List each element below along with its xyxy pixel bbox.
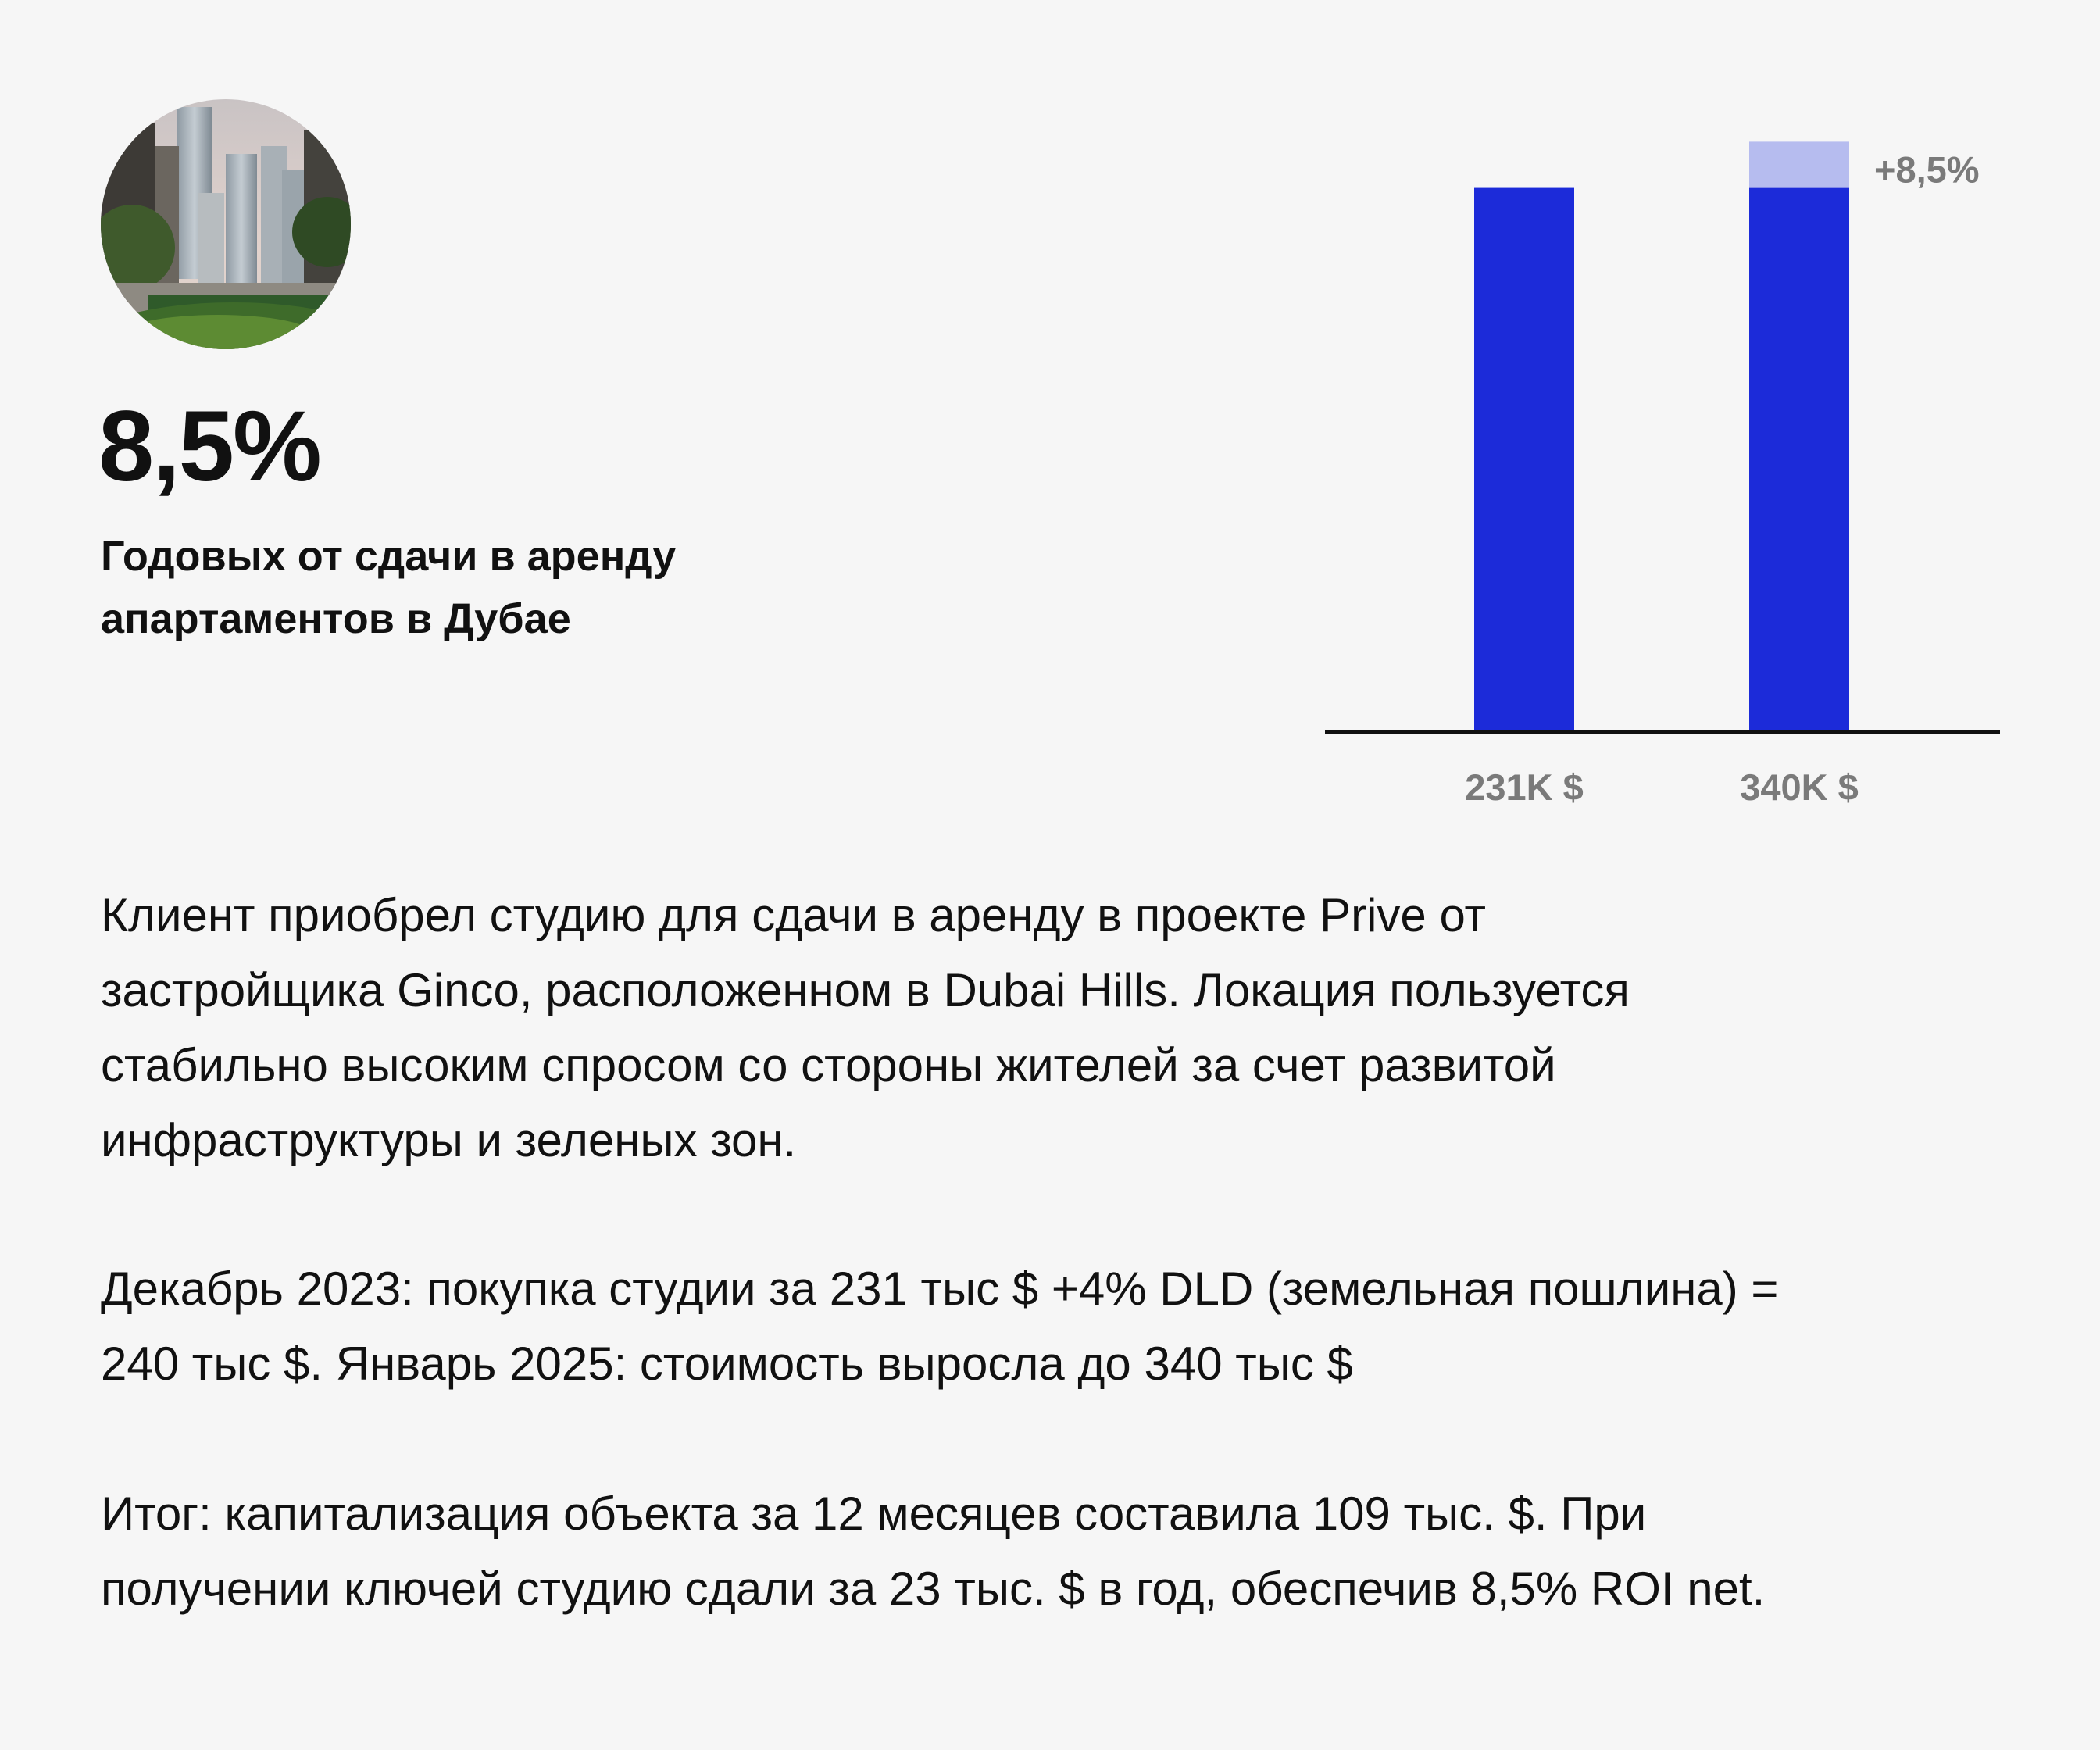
paragraph-summary: Итог: капитализация объекта за 12 месяце… bbox=[101, 1477, 2038, 1627]
bar-chart-svg: 231K $ +8,5% 340K $ bbox=[1325, 141, 2000, 808]
x-tick-label: 340K $ bbox=[1740, 766, 1859, 808]
paragraph-line: стабильно высоким спросом со стороны жит… bbox=[101, 1039, 1556, 1091]
headline-percent: 8,5% bbox=[98, 391, 322, 502]
headline-subtitle: Годовых от сдачи в аренду апартаментов в… bbox=[101, 525, 804, 650]
bar-1 bbox=[1474, 188, 1574, 733]
bar-2 bbox=[1749, 188, 1849, 733]
paragraph-line: застройщика Ginco, расположенном в Dubai… bbox=[101, 964, 1630, 1016]
bar-increase-segment bbox=[1749, 141, 1849, 188]
x-tick-label: 231K $ bbox=[1465, 766, 1584, 808]
increase-label: +8,5% bbox=[1874, 148, 1980, 190]
paragraph-line: получении ключей студию сдали за 23 тыс.… bbox=[101, 1562, 1766, 1615]
paragraph-line: 240 тыс $. Январь 2025: стоимость выросл… bbox=[101, 1338, 1353, 1390]
dubai-skyline-photo bbox=[101, 99, 351, 349]
subtitle-line: Годовых от сдачи в аренду bbox=[101, 533, 677, 580]
subtitle-line: апартаментов в Дубае bbox=[101, 595, 571, 642]
paragraph-line: Декабрь 2023: покупка студии за 231 тыс … bbox=[101, 1262, 1779, 1315]
paragraph-line: инфраструктуры и зеленых зон. bbox=[101, 1114, 797, 1166]
paragraph-line: Итог: капитализация объекта за 12 месяце… bbox=[101, 1488, 1647, 1540]
paragraph-line: Клиент приобрел студию для сдачи в аренд… bbox=[101, 889, 1486, 941]
bar-chart: 231K $ +8,5% 340K $ bbox=[1320, 109, 2008, 828]
paragraph-purchase-timeline: Декабрь 2023: покупка студии за 231 тыс … bbox=[101, 1252, 2038, 1402]
paragraph-project-description: Клиент приобрел студию для сдачи в аренд… bbox=[101, 878, 2038, 1178]
